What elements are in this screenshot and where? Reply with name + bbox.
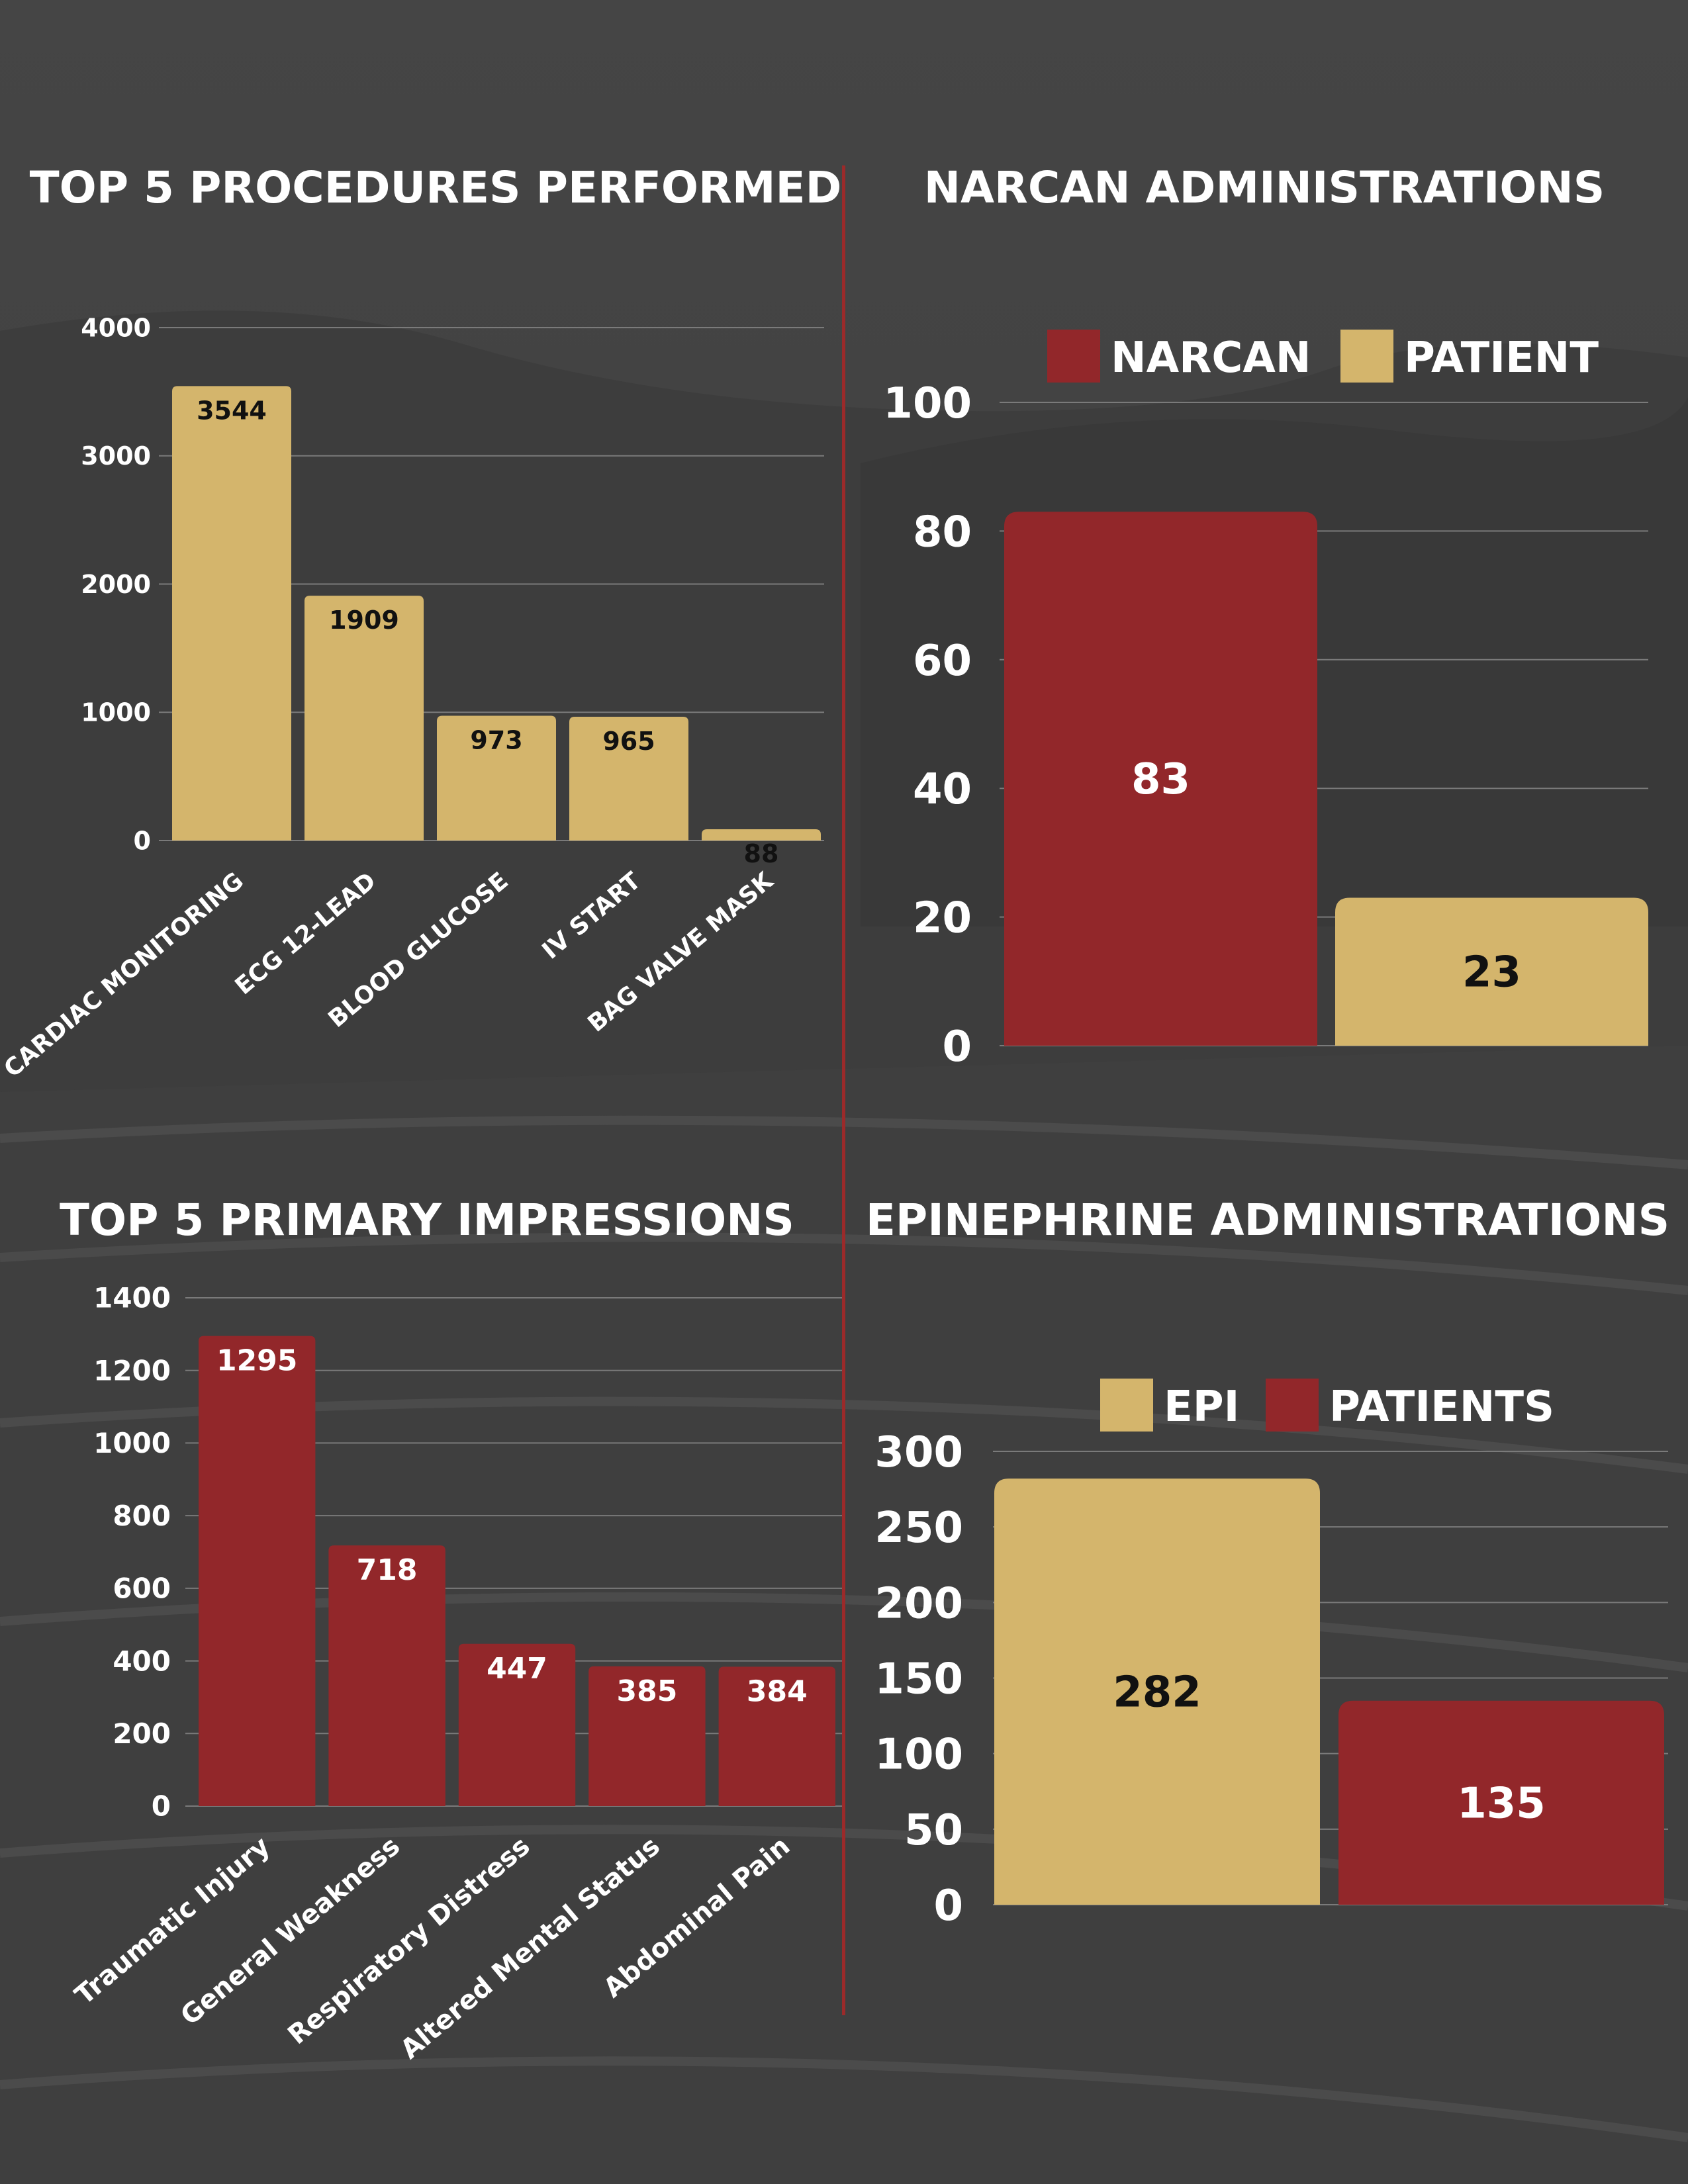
- bar: [569, 717, 688, 841]
- legend-swatch: [1047, 330, 1100, 383]
- y-tick-label: 50: [904, 1806, 963, 1855]
- y-tick-label: 1400: [93, 1282, 171, 1314]
- procedures-title: TOP 5 PROCEDURES PERFORMED: [29, 162, 842, 213]
- narcan-title: NARCAN ADMINISTRATIONS: [923, 162, 1605, 213]
- y-tick-label: 0: [152, 1790, 171, 1823]
- y-tick-label: 400: [113, 1645, 171, 1677]
- legend-label: NARCAN: [1111, 334, 1311, 383]
- bar: [588, 1666, 706, 1806]
- data-label: 3544: [197, 396, 267, 425]
- impressions-title: TOP 5 PRIMARY IMPRESSIONS: [60, 1195, 794, 1246]
- data-label: 88: [744, 839, 779, 868]
- bar: [172, 386, 291, 841]
- y-tick-label: 150: [874, 1655, 963, 1704]
- category-label: Respiratory Distress: [282, 1831, 536, 2050]
- data-label: 718: [357, 1553, 418, 1587]
- y-tick-label: 600: [113, 1572, 171, 1605]
- y-tick-label: 0: [942, 1023, 972, 1071]
- legend-swatch: [1100, 1379, 1153, 1432]
- legend-swatch: [1266, 1379, 1319, 1432]
- y-tick-label: 200: [113, 1717, 171, 1750]
- y-tick-label: 100: [874, 1731, 963, 1780]
- category-label: CARDIAC MONITORING: [0, 867, 249, 1083]
- data-label: 973: [470, 725, 522, 754]
- bar: [994, 1479, 1320, 1905]
- category-label: Altered Mental Status: [395, 1831, 665, 2065]
- y-tick-label: 2000: [81, 570, 151, 599]
- data-label: 384: [747, 1674, 808, 1708]
- data-label: 1909: [329, 606, 399, 635]
- legend-label: EPI: [1164, 1383, 1239, 1432]
- bar: [702, 829, 821, 841]
- narcan-chart: 0 20 40 60 80 100 83 23 NARCAN PATIENT: [883, 330, 1648, 1071]
- bar: [305, 596, 424, 841]
- legend-swatch: [1340, 330, 1393, 383]
- bar: [328, 1545, 445, 1806]
- y-tick-label: 200: [874, 1579, 963, 1628]
- y-tick-label: 80: [913, 508, 972, 557]
- category-label: IV START: [538, 867, 647, 964]
- y-tick-label: 0: [933, 1882, 963, 1931]
- data-label: 1295: [216, 1344, 297, 1378]
- data-label: 83: [1131, 755, 1190, 804]
- data-label: 447: [487, 1652, 547, 1686]
- y-tick-label: 1000: [81, 698, 151, 727]
- bar: [199, 1336, 316, 1806]
- legend-label: PATIENT: [1404, 334, 1599, 383]
- epinephrine-chart: 0 50 100 150 200 250 300 282 135 EPI PATIENTS: [874, 1379, 1668, 1931]
- bar: [1338, 1700, 1664, 1905]
- category-label: ECG 12-LEAD: [230, 867, 381, 1000]
- data-label: 23: [1462, 948, 1521, 997]
- y-tick-label: 1200: [93, 1354, 171, 1387]
- bar: [1335, 897, 1648, 1046]
- data-label: 282: [1113, 1668, 1201, 1717]
- y-tick-label: 1000: [93, 1427, 171, 1459]
- y-tick-label: 0: [134, 826, 151, 855]
- y-tick-label: 40: [913, 765, 972, 814]
- bar: [718, 1666, 835, 1806]
- epinephrine-title: EPINEPHRINE ADMINISTRATIONS: [865, 1195, 1670, 1246]
- data-label: 135: [1457, 1779, 1546, 1828]
- y-tick-label: 300: [874, 1428, 963, 1477]
- legend-label: PATIENTS: [1329, 1383, 1554, 1432]
- data-label: 965: [602, 727, 655, 756]
- bar: [437, 715, 556, 841]
- y-tick-label: 800: [113, 1500, 171, 1532]
- center-divider: [842, 165, 845, 2015]
- y-tick-label: 60: [913, 637, 972, 686]
- category-label: General Weakness: [175, 1831, 406, 2031]
- bar: [1004, 512, 1317, 1046]
- y-tick-label: 20: [913, 894, 972, 943]
- y-tick-label: 3000: [81, 441, 151, 471]
- data-label: 385: [616, 1674, 677, 1708]
- procedures-chart: 0 1000 2000 3000 4000 3544 CARDIAC MONITORING 1…: [0, 313, 824, 1083]
- y-tick-label: 100: [883, 379, 972, 428]
- bar: [458, 1643, 576, 1806]
- y-tick-label: 250: [874, 1504, 963, 1553]
- y-tick-label: 4000: [81, 313, 151, 342]
